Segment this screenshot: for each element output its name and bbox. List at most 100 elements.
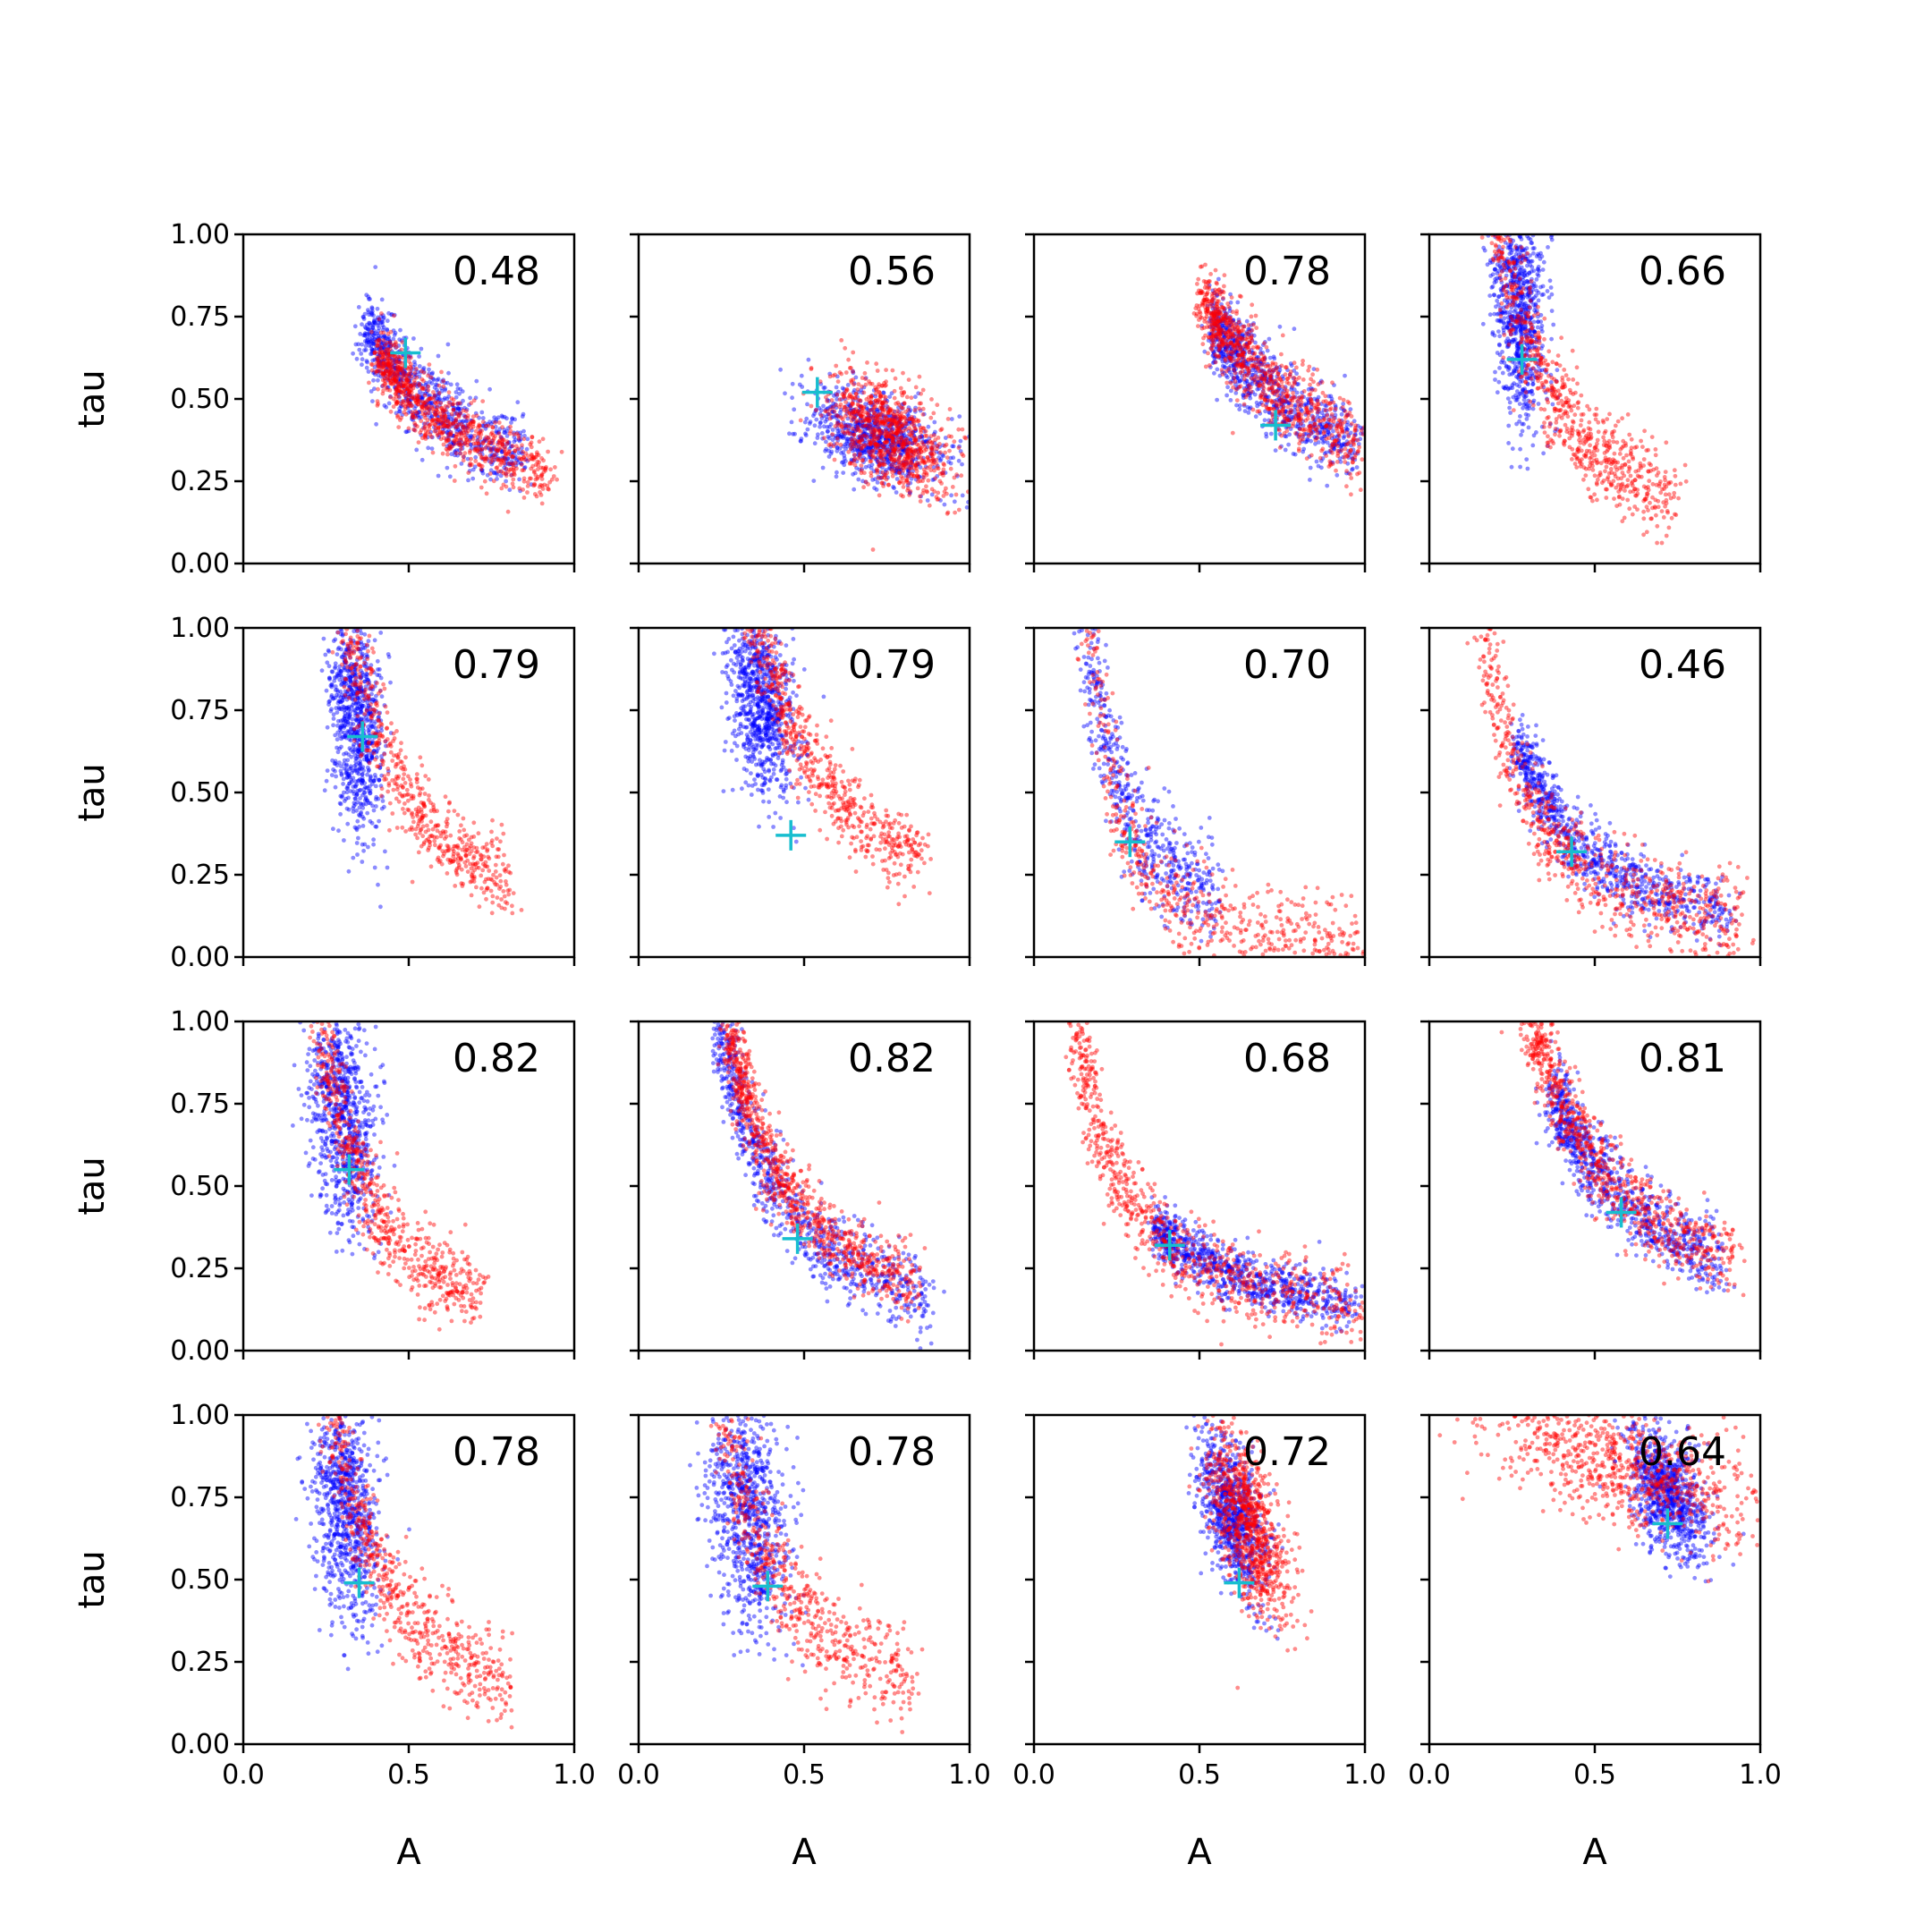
data-point [874,361,879,367]
data-point [386,377,391,383]
data-point [421,402,427,408]
data-point [503,451,508,456]
data-point [911,424,917,428]
data-point [1205,297,1209,302]
data-point [451,405,456,411]
data-point [856,403,861,408]
data-point [1315,402,1320,407]
data-point [884,416,889,420]
data-point [372,369,377,375]
data-point [1215,301,1220,307]
data-point [893,463,897,469]
data-point [876,436,880,441]
data-point [1345,399,1351,404]
data-point [535,459,540,464]
data-point [917,451,922,456]
data-point [1313,436,1318,441]
data-point [1247,406,1252,411]
data-point [1245,393,1250,397]
data-point [1292,380,1298,385]
data-point [1352,451,1358,456]
data-point [394,402,399,406]
data-point [1202,349,1208,354]
data-point [449,424,453,428]
data-point [1242,336,1248,342]
data-point [362,339,368,343]
data-point [1228,326,1233,331]
data-point [858,434,863,438]
data-point [867,432,871,437]
data-point [396,354,401,360]
data-point [1265,394,1269,400]
data-point [1309,413,1315,419]
data-point [1343,373,1347,378]
data-point [1223,330,1228,335]
data-point [538,490,542,495]
data-point [367,312,371,318]
data-point [521,468,526,472]
data-point [422,406,428,411]
data-point [867,442,871,447]
data-point [1352,457,1358,462]
data-point [877,438,881,444]
data-point [863,423,869,428]
data-point [1242,352,1247,357]
data-point [438,424,444,429]
data-point [1250,302,1255,308]
data-point [1351,437,1355,443]
data-point [1249,335,1254,340]
data-point [487,453,493,458]
data-point [393,360,398,366]
data-point [926,457,931,462]
data-point [518,488,522,494]
data-point [1318,458,1324,463]
data-point [897,462,902,468]
data-point [379,297,385,302]
data-point [888,417,893,422]
data-point [391,370,396,375]
data-point [1294,390,1300,395]
data-point [480,456,486,462]
data-point [1260,351,1266,355]
data-point [1332,444,1336,448]
data-point [1301,377,1306,382]
data-point [878,449,883,453]
data-point [392,377,397,383]
data-point [380,383,386,388]
data-point [1220,326,1225,331]
data-point [1208,331,1214,336]
data-point [899,493,903,497]
data-point [396,384,402,388]
data-point [1212,321,1217,326]
data-point [1219,304,1224,309]
data-point [915,419,920,424]
data-point [450,414,454,419]
data-point [429,418,435,423]
data-point [879,452,885,456]
data-point [507,449,512,453]
data-point [481,456,487,462]
data-point [1208,346,1214,351]
data-point [1202,294,1208,300]
data-point [1209,347,1215,352]
data-point [901,465,906,470]
data-point [1260,373,1266,378]
data-point [856,444,861,449]
data-point [887,456,893,462]
data-point [1229,346,1234,352]
data-point [840,392,845,397]
data-point [912,408,918,412]
data-point [879,475,885,480]
data-point [851,439,855,444]
data-point [923,464,928,470]
data-point [864,432,869,436]
data-point [880,480,885,486]
data-point [1284,434,1289,439]
data-point [1329,399,1335,404]
data-point [377,354,382,359]
data-point [840,434,844,439]
data-point [941,494,946,498]
data-point [864,410,869,415]
data-point [439,414,445,419]
data-point [1247,350,1252,355]
